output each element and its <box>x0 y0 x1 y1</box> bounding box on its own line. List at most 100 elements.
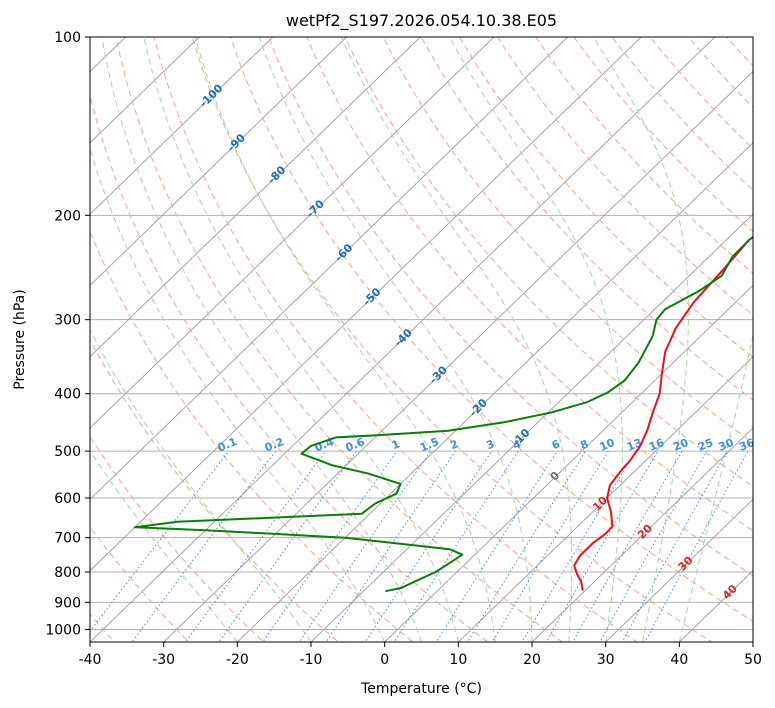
moist-adiabat-line <box>90 328 312 642</box>
mixing-ratio-label: 1.5 <box>418 435 441 454</box>
mixing-ratio-label: 16 <box>647 436 666 454</box>
isotherm-line <box>0 10 6 654</box>
y-tick-label: 500 <box>54 444 81 460</box>
mixing-ratio-label: 30 <box>716 436 735 454</box>
moist-adiabat-line <box>448 37 623 642</box>
mixing-ratio-label: 0.2 <box>263 435 286 454</box>
mixing-ratio-line <box>572 450 683 642</box>
mixing-ratio-label: 20 <box>671 436 690 454</box>
mixing-ratio-label: 8 <box>578 437 590 452</box>
x-tick-label: 50 <box>744 652 762 668</box>
isotherm-label: -100 <box>197 81 226 110</box>
isotherm-line <box>236 142 753 642</box>
mixing-ratio-labels: 0.1 0.2 0.4 0.6 1 1.5 2 3 4 6 8 10 13 16 20 25 30 36 <box>216 435 756 454</box>
mixing-ratio-line <box>90 450 230 633</box>
dry-adiabat-lines <box>90 10 775 654</box>
mixing-ratio-line <box>491 450 609 642</box>
mixing-ratio-line <box>599 450 708 642</box>
isotherm-line <box>90 37 716 642</box>
y-tick-label: 900 <box>54 595 81 611</box>
mixing-ratio-line <box>621 450 728 642</box>
mixing-ratio-lines <box>90 450 749 642</box>
isotherm-line <box>163 70 753 642</box>
isotherm-line <box>90 37 642 572</box>
mixing-ratio-line <box>185 450 327 642</box>
mixing-ratio-line <box>545 450 659 642</box>
mixing-ratio-line <box>364 450 493 642</box>
dry-adiabat-line <box>90 338 339 642</box>
mixing-ratio-label: 13 <box>625 436 644 454</box>
x-tick-label: -20 <box>226 652 249 668</box>
mixing-ratio-label: 36 <box>737 436 756 454</box>
isotherm-line <box>384 284 753 642</box>
isotherm-line <box>90 37 495 429</box>
dewpoint-line <box>134 235 753 593</box>
mixing-ratio-line <box>521 450 637 642</box>
mixing-ratio-line <box>218 450 357 642</box>
x-axis-ticks: -40 -30 -20 -10 0 10 20 30 40 50 <box>79 642 762 668</box>
x-tick-label: -40 <box>79 652 102 668</box>
x-tick-label: -30 <box>152 652 175 668</box>
mixing-ratio-label: 10 <box>598 436 617 454</box>
mixing-ratio-label: 0.1 <box>216 435 239 454</box>
pressure-gridlines <box>90 37 753 630</box>
y-tick-label: 100 <box>54 30 81 46</box>
y-tick-label: 400 <box>54 387 81 403</box>
isotherm-lines <box>0 10 753 654</box>
isotherm-line <box>752 641 753 642</box>
y-tick-label: 200 <box>54 208 81 224</box>
mixing-ratio-line <box>393 450 519 642</box>
dry-adiabat-line <box>344 37 753 488</box>
isotherm-line <box>90 37 274 215</box>
x-tick-label: 20 <box>523 652 541 668</box>
moist-adiabat-lines <box>90 37 753 642</box>
moist-adiabat-line <box>90 449 238 642</box>
moist-adiabat-line <box>258 37 533 642</box>
moist-adiabat-line <box>340 37 573 642</box>
isotherm-line <box>531 427 753 642</box>
chart-title: wetPf2_S197.2026.054.10.38.E05 <box>286 11 557 31</box>
dry-adiabat-line <box>90 230 414 642</box>
y-tick-label: 1000 <box>45 622 81 638</box>
isotherm-line <box>605 498 753 642</box>
dry-adiabat-line <box>535 37 753 274</box>
dry-adiabat-line <box>420 37 753 401</box>
isotherm-line <box>90 37 569 500</box>
mixing-ratio-label: 0.6 <box>344 435 367 454</box>
x-tick-label: 10 <box>449 652 467 668</box>
mixing-ratio-label: 25 <box>696 436 715 454</box>
isotherm-label: -40 <box>392 326 415 349</box>
mixing-ratio-label: 3 <box>484 437 496 452</box>
moist-adiabat-line <box>194 37 496 642</box>
x-tick-label: 0 <box>380 652 389 668</box>
mixing-ratio-label: 1 <box>390 437 402 452</box>
x-axis-label: Temperature (°C) <box>360 681 482 697</box>
mixing-ratio-line <box>466 450 587 642</box>
moist-adiabat-line <box>678 332 753 642</box>
mixing-ratio-line <box>435 450 558 642</box>
x-tick-label: -10 <box>300 652 323 668</box>
isotherm-label: 0 <box>548 469 563 484</box>
dry-adiabat-line <box>191 37 713 642</box>
plot-frame <box>89 36 754 643</box>
dry-adiabat-line <box>268 37 753 577</box>
dry-adiabat-line <box>740 10 775 654</box>
dry-adiabat-line <box>90 526 190 642</box>
isotherm-label: 30 <box>676 553 696 573</box>
profile-series <box>134 235 753 593</box>
isotherm-line <box>90 37 421 358</box>
y-tick-label: 300 <box>54 313 81 329</box>
isotherm-line <box>90 37 348 287</box>
y-tick-label: 600 <box>54 491 81 507</box>
mixing-ratio-label: 2 <box>448 437 460 452</box>
moist-adiabat-line <box>592 37 689 642</box>
dry-adiabat-line <box>90 93 489 642</box>
dry-adiabat-line <box>90 435 265 642</box>
dry-adiabat-line <box>115 37 564 642</box>
y-tick-label: 800 <box>54 565 81 581</box>
isotherm-line <box>457 356 753 642</box>
mixing-ratio-line <box>298 450 432 642</box>
mixing-ratio-line <box>131 450 276 642</box>
mixing-ratio-line <box>325 450 456 642</box>
